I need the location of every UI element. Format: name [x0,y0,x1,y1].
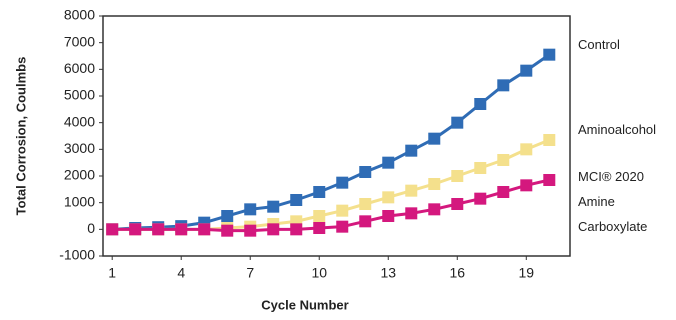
x-tick-label: 1 [108,265,116,281]
y-axis-label: Total Corrosion, Coulmbs [13,57,28,216]
marker [313,210,326,222]
marker [405,144,418,157]
marker [129,223,142,236]
marker [290,223,303,236]
marker [244,224,257,237]
x-tick-label: 16 [449,265,465,281]
marker [221,224,234,237]
marker [520,143,533,156]
marker [382,156,395,169]
marker [543,174,556,186]
x-tick-label: 4 [177,265,185,281]
y-tick-label: 6000 [64,60,95,76]
marker [359,215,372,228]
marker [474,162,487,174]
series-line [112,138,550,231]
x-tick-label: 19 [519,265,535,281]
marker [497,154,510,166]
legend-label: Aminoalcohol [578,122,657,137]
marker [313,186,326,198]
marker [520,179,533,192]
marker [244,203,257,216]
legend-label: MCI® 2020 Amine Carboxylate [578,169,648,234]
y-tick-label: 1000 [64,193,95,209]
marker [474,98,487,110]
marker [451,116,464,129]
x-axis-label: Cycle Number [261,297,348,312]
marker [451,198,464,210]
marker [152,223,165,236]
marker [520,64,533,77]
marker [336,220,349,233]
y-tick-label: 2000 [64,167,95,183]
marker [428,203,441,216]
marker [428,132,441,145]
marker [405,207,418,220]
marker [198,223,211,236]
y-tick-label: 7000 [64,33,95,49]
x-tick-label: 7 [246,265,254,281]
y-tick-label: 8000 [64,7,95,23]
x-tick-label: 13 [380,265,396,281]
marker [543,134,556,146]
marker [336,204,349,217]
marker [382,191,395,204]
marker [497,186,510,198]
y-tick-label: 3000 [64,140,95,156]
marker [359,166,372,178]
plot-frame [102,15,571,257]
marker [267,223,280,236]
marker [382,210,395,222]
marker [313,222,326,234]
marker [267,200,280,213]
marker [451,170,464,182]
y-tick-label: -1000 [59,247,95,263]
marker [221,210,234,222]
y-tick-label: 0 [87,220,95,236]
marker [543,48,556,61]
legend-label: Control [578,37,620,52]
x-tick-label: 10 [311,265,327,281]
marker [290,194,303,206]
marker [359,198,372,210]
marker [175,223,188,236]
marker [428,178,441,190]
marker [474,192,487,205]
marker [497,79,510,92]
marker [336,176,349,189]
y-tick-label: 4000 [64,113,95,129]
marker [106,223,119,236]
marker [405,184,418,197]
y-tick-label: 5000 [64,87,95,103]
